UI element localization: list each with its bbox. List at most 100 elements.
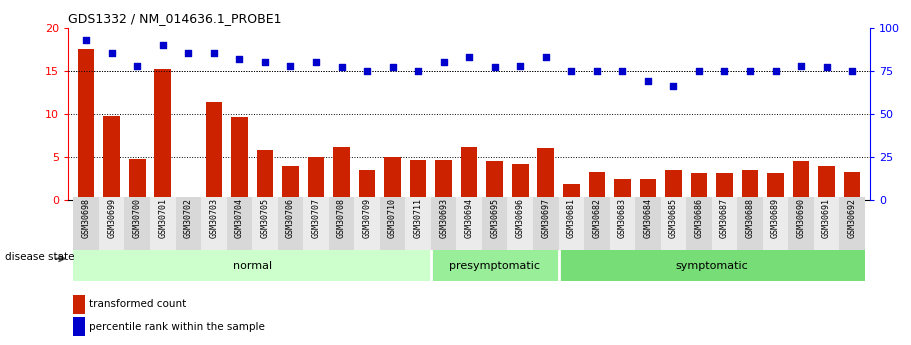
Text: GSM30695: GSM30695 <box>490 198 499 238</box>
Point <box>105 51 119 56</box>
Text: GSM30698: GSM30698 <box>82 198 91 238</box>
Bar <box>431 197 456 250</box>
Bar <box>125 197 150 250</box>
Point <box>819 65 834 70</box>
Bar <box>410 160 426 200</box>
Point <box>436 59 451 65</box>
Bar <box>461 148 477 200</box>
Bar <box>716 172 732 200</box>
Bar <box>354 197 380 250</box>
Text: normal: normal <box>232 261 271 270</box>
Text: GSM30694: GSM30694 <box>465 198 474 238</box>
Point <box>487 65 502 70</box>
Bar <box>456 197 482 250</box>
Text: percentile rank within the sample: percentile rank within the sample <box>89 322 265 332</box>
Text: GSM30706: GSM30706 <box>286 198 295 238</box>
Bar <box>482 197 507 250</box>
Point <box>130 63 145 68</box>
Bar <box>614 179 630 200</box>
Text: GSM30690: GSM30690 <box>796 198 805 238</box>
Bar <box>589 171 605 200</box>
Text: GSM30688: GSM30688 <box>745 198 754 238</box>
Bar <box>435 160 452 200</box>
Bar <box>763 197 788 250</box>
Bar <box>155 69 171 200</box>
Bar <box>333 148 350 200</box>
Bar <box>74 197 99 250</box>
Point <box>564 68 578 73</box>
Text: GSM30689: GSM30689 <box>771 198 780 238</box>
Text: GDS1332 / NM_014636.1_PROBE1: GDS1332 / NM_014636.1_PROBE1 <box>68 12 281 25</box>
Text: GSM30681: GSM30681 <box>567 198 576 238</box>
Point <box>615 68 630 73</box>
Point <box>283 63 298 68</box>
Point <box>513 63 527 68</box>
Bar <box>78 49 95 200</box>
Bar <box>104 117 120 200</box>
Bar <box>74 250 431 281</box>
Bar <box>176 197 201 250</box>
Point <box>258 59 272 65</box>
Text: presymptomatic: presymptomatic <box>449 261 540 270</box>
Text: disease state: disease state <box>5 252 74 262</box>
Text: GSM30685: GSM30685 <box>669 198 678 238</box>
Bar <box>665 170 681 200</box>
Point <box>360 68 374 73</box>
Text: GSM30683: GSM30683 <box>618 198 627 238</box>
Bar <box>231 117 248 200</box>
Bar <box>660 197 686 250</box>
Text: GSM30686: GSM30686 <box>694 198 703 238</box>
Bar <box>129 159 146 200</box>
Text: GSM30701: GSM30701 <box>159 198 168 238</box>
Text: GSM30703: GSM30703 <box>210 198 219 238</box>
Point <box>232 56 247 61</box>
Point <box>768 68 783 73</box>
Bar <box>278 197 303 250</box>
Point <box>717 68 732 73</box>
Text: GSM30699: GSM30699 <box>107 198 117 238</box>
Bar <box>227 197 252 250</box>
Text: GSM30702: GSM30702 <box>184 198 193 238</box>
Text: GSM30691: GSM30691 <box>822 198 831 238</box>
Bar <box>788 197 814 250</box>
Point <box>666 83 681 89</box>
Point <box>793 63 808 68</box>
Bar <box>206 102 222 200</box>
Point <box>309 59 323 65</box>
Point <box>385 65 400 70</box>
Point <box>691 68 706 73</box>
Text: GSM30693: GSM30693 <box>439 198 448 238</box>
Bar <box>737 197 763 250</box>
Bar <box>635 197 660 250</box>
Bar <box>558 197 584 250</box>
Text: GSM30696: GSM30696 <box>516 198 525 238</box>
Bar <box>686 197 711 250</box>
Bar <box>99 197 125 250</box>
Bar <box>711 197 737 250</box>
Bar <box>201 197 227 250</box>
Bar <box>359 170 375 200</box>
Bar <box>507 197 533 250</box>
Bar <box>609 197 635 250</box>
Bar <box>839 197 865 250</box>
Point <box>156 42 170 48</box>
Bar <box>282 166 299 200</box>
Text: symptomatic: symptomatic <box>675 261 748 270</box>
Text: GSM30707: GSM30707 <box>312 198 321 238</box>
Bar <box>818 167 834 200</box>
Text: GSM30704: GSM30704 <box>235 198 244 238</box>
Point <box>589 68 604 73</box>
Text: GSM30684: GSM30684 <box>643 198 652 238</box>
Bar <box>257 150 273 200</box>
Bar <box>814 197 839 250</box>
Bar <box>844 171 860 200</box>
Bar <box>512 164 528 200</box>
Point <box>640 78 655 84</box>
Text: GSM30711: GSM30711 <box>414 198 423 238</box>
Text: GSM30687: GSM30687 <box>720 198 729 238</box>
Bar <box>431 250 558 281</box>
Bar <box>384 157 401 200</box>
Text: GSM30692: GSM30692 <box>847 198 856 238</box>
Bar <box>405 197 431 250</box>
Text: GSM30682: GSM30682 <box>592 198 601 238</box>
